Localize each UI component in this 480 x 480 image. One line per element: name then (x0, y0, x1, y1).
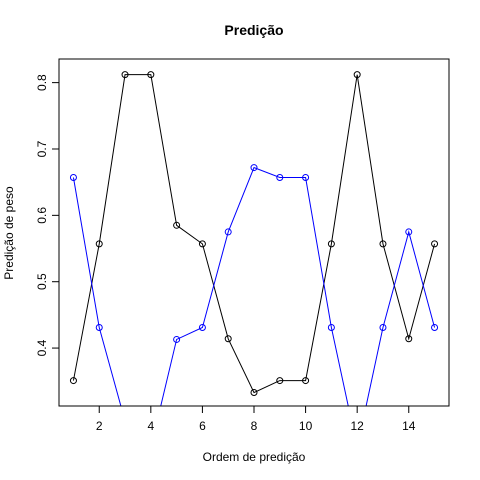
data-point (198, 240, 206, 248)
data-point (224, 335, 232, 343)
data-point (147, 71, 155, 79)
x-axis: 2 4 6 8 10 12 14 (96, 406, 416, 433)
data-point (327, 323, 335, 331)
data-point (405, 335, 413, 343)
data-point (431, 323, 439, 331)
data-point (276, 377, 284, 385)
data-point (250, 164, 258, 172)
y-tick-label: 0.4 (35, 339, 49, 356)
series-line (72, 74, 436, 394)
data-point (302, 174, 310, 182)
x-tick-label: 6 (199, 419, 206, 433)
data-point (379, 240, 387, 248)
x-tick-label: 4 (147, 419, 154, 433)
data-point (121, 71, 129, 79)
y-axis-label: Predição de peso (2, 186, 16, 280)
data-point (250, 389, 258, 397)
data-point (173, 335, 181, 343)
data-point (327, 240, 335, 248)
data-point (224, 228, 232, 236)
y-tick-label: 0.6 (35, 207, 49, 224)
chart-title: Predição (224, 22, 283, 38)
series-line (72, 166, 436, 406)
data-point (69, 174, 77, 182)
data-point (69, 377, 77, 385)
data-point (379, 323, 387, 331)
y-tick-label: 0.5 (35, 273, 49, 290)
series-1 (69, 71, 439, 397)
x-axis-label: Ordem de predição (203, 450, 306, 464)
data-point (95, 323, 103, 331)
series-2 (69, 164, 439, 406)
x-tick-label: 10 (299, 419, 313, 433)
y-tick-label: 0.8 (35, 74, 49, 91)
x-tick-label: 8 (251, 419, 258, 433)
x-tick-label: 2 (96, 419, 103, 433)
data-point (405, 228, 413, 236)
x-tick-label: 12 (350, 419, 364, 433)
data-point (431, 240, 439, 248)
data-point (198, 323, 206, 331)
y-axis: 0.4 0.5 0.6 0.7 0.8 (35, 74, 59, 356)
y-tick-label: 0.7 (35, 140, 49, 157)
data-point (95, 240, 103, 248)
data-point (276, 174, 284, 182)
data-point (302, 377, 310, 385)
x-tick-label: 14 (402, 419, 416, 433)
data-point (173, 221, 181, 229)
data-point (353, 71, 361, 79)
